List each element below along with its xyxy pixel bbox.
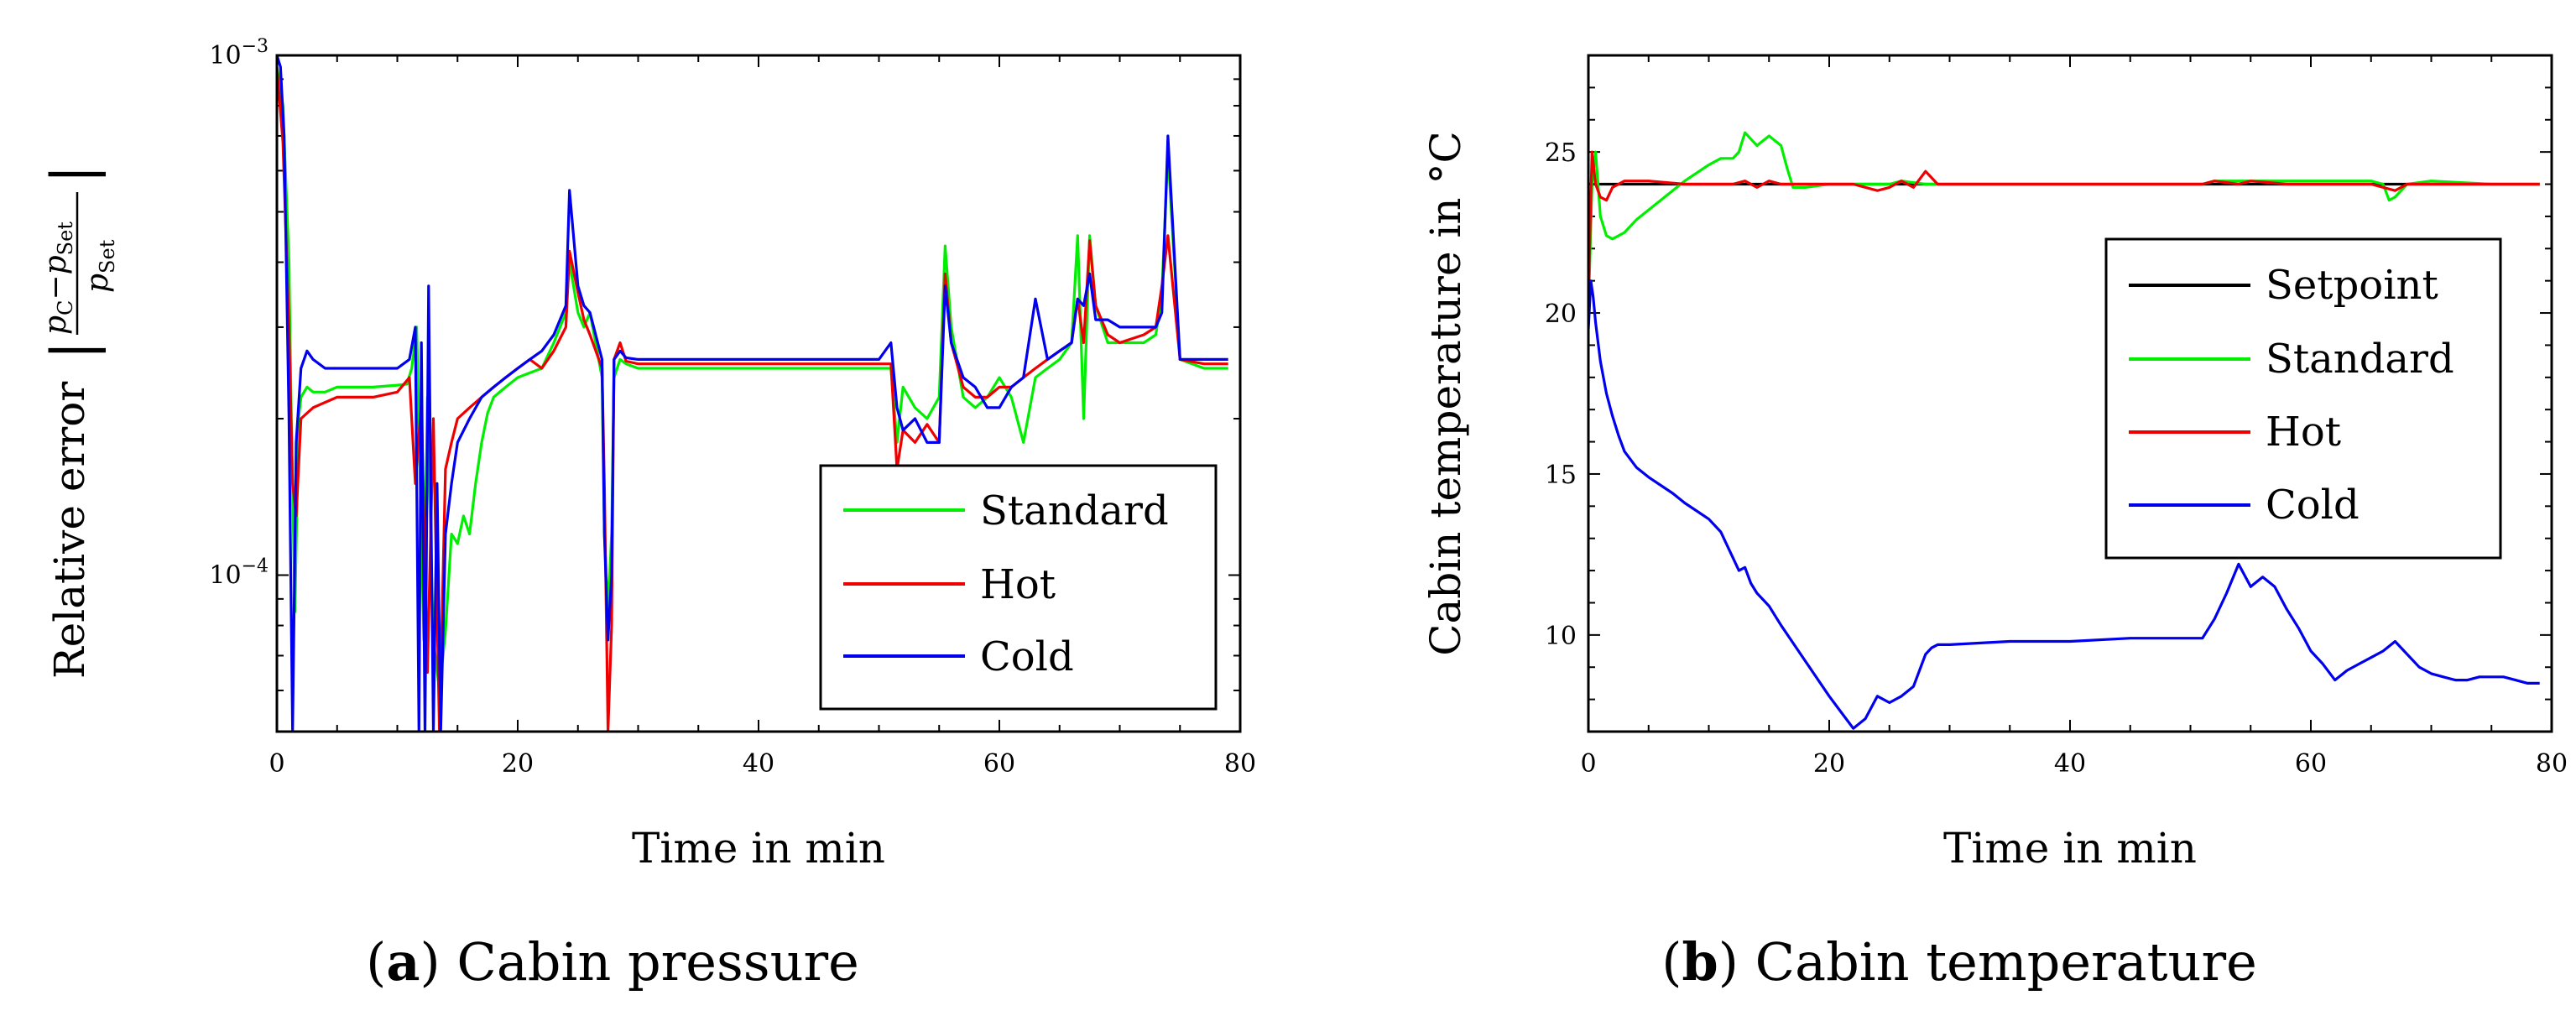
- panel-b-legend-label-standard: Standard: [2266, 336, 2454, 383]
- panel-b-x-axis-label: Time in min: [1943, 824, 2197, 873]
- panel-a-y-axis-formula: | pC−pSet pSet |: [39, 164, 119, 360]
- a-x-tick-label: 20: [502, 749, 534, 779]
- panel-b-legend: Setpoint Standard Hot Cold: [2104, 237, 2502, 560]
- panel-a-plot-frame: [275, 54, 1242, 733]
- panel-a-caption-text: Cabin pressure: [456, 931, 858, 993]
- panel-a-legend: Standard Hot Cold: [819, 464, 1218, 711]
- panel-a-x-axis-label: Time in min: [632, 824, 885, 873]
- panel-a-x-tick-labels: 0 20 40 60 80: [269, 749, 1256, 779]
- abs-bar-right: |: [40, 164, 107, 184]
- b-y-tick-label: 15: [1545, 461, 1577, 490]
- panel-b-legend-label-hot: Hot: [2266, 409, 2341, 456]
- a-x-tick-label: 60: [983, 749, 1015, 779]
- b-y-tick-label: 10: [1545, 622, 1577, 651]
- b-x-tick-label: 80: [2536, 749, 2568, 779]
- panel-a-series: [277, 55, 1228, 732]
- panel-a-legend-label-cold: Cold: [980, 633, 1074, 680]
- panel-a-legend-box: [819, 464, 1218, 711]
- b-y-tick-label: 20: [1545, 300, 1577, 329]
- panel-a-caption-label: a: [386, 931, 420, 993]
- formula-numerator: pC−pSet: [39, 221, 77, 335]
- a-x-tick-label: 0: [269, 749, 284, 779]
- panel-b-caption-label: b: [1682, 931, 1718, 993]
- panel-b-y-axis-label: Cabin temperature in °C: [1421, 131, 1470, 656]
- panel-b-plot-frame: [1587, 54, 2553, 733]
- a-x-tick-label: 80: [1224, 749, 1256, 779]
- panel-a-legend-label-standard: Standard: [980, 487, 1169, 534]
- a-y-tick-label: 10−4: [209, 556, 269, 591]
- a-series-line-cold: [277, 55, 1228, 732]
- formula-denominator: pSet: [81, 239, 119, 293]
- b-x-tick-label: 20: [1813, 749, 1845, 779]
- panel-b-caption: (b) Cabin temperature: [1661, 931, 2257, 993]
- panel-b-x-tick-labels: 0 20 40 60 80: [1580, 749, 2568, 779]
- panel-b-cabin-temperature: 0 20 40 60 80 10 15 20 25 Cabin temperature in …: [1421, 54, 2568, 993]
- a-y-tick-label: 10−3: [209, 36, 269, 70]
- abs-bar-left: |: [40, 341, 107, 360]
- b-y-tick-label: 25: [1545, 138, 1577, 168]
- panel-a-y-axis-label: Relative error: [45, 382, 94, 679]
- b-x-tick-label: 40: [2054, 749, 2086, 779]
- panel-b-caption-text: Cabin temperature: [1755, 931, 2257, 993]
- b-x-tick-label: 0: [1580, 749, 1596, 779]
- panel-b-series: [1588, 131, 2540, 730]
- b-series-line-cold: [1588, 279, 2540, 730]
- panel-b-legend-label-setpoint: Setpoint: [2266, 262, 2438, 309]
- panel-a-y-axis-title: Relative error | pC−pSet pSet |: [39, 164, 119, 679]
- panel-b-y-tick-labels: 10 15 20 25: [1545, 138, 1577, 651]
- panel-a-y-tick-labels: 10−3 10−4: [209, 36, 269, 591]
- b-series-line-hot: [1588, 150, 2540, 297]
- panel-a-caption: (a) Cabin pressure: [366, 931, 859, 993]
- panel-b-legend-label-cold: Cold: [2266, 482, 2360, 529]
- panel-a-cabin-pressure: 0 20 40 60 80 10−3 10−4 Relative error | pC−p…: [39, 36, 1256, 993]
- a-x-tick-label: 40: [743, 749, 774, 779]
- b-series-line-standard: [1588, 131, 2540, 314]
- b-x-tick-label: 60: [2295, 749, 2327, 779]
- panel-a-legend-label-hot: Hot: [980, 561, 1056, 608]
